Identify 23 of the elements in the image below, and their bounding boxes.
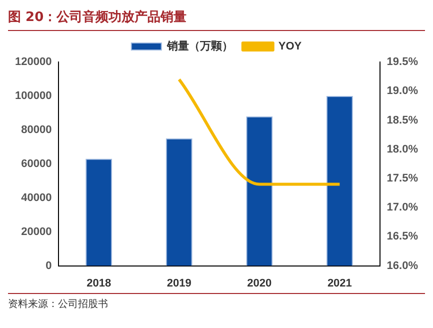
y2-tick-label: 16.5% bbox=[386, 230, 418, 243]
y-tick-label: 40000 bbox=[21, 192, 52, 204]
legend-label: YOY bbox=[278, 40, 302, 53]
y-tick-label: 80000 bbox=[21, 124, 52, 136]
y-tick-label: 20000 bbox=[21, 226, 52, 238]
y-tick-label: 0 bbox=[46, 260, 52, 272]
x-tick-label: 2021 bbox=[327, 277, 352, 290]
y2-tick-label: 16.0% bbox=[386, 260, 418, 272]
y2-tick-label: 18.5% bbox=[386, 114, 418, 126]
y2-tick-label: 19.0% bbox=[386, 85, 418, 98]
y-tick-label: 60000 bbox=[21, 158, 52, 170]
y2-tick-label: 19.5% bbox=[386, 56, 418, 68]
y-tick-label: 120000 bbox=[14, 56, 52, 68]
y-tick-label: 100000 bbox=[14, 90, 52, 102]
chart-title: 图 20：公司音频功放产品销量 bbox=[8, 8, 425, 31]
y2-tick-label: 17.5% bbox=[386, 172, 418, 184]
x-tick-label: 2018 bbox=[86, 277, 112, 290]
y2-tick-label: 18.0% bbox=[386, 143, 418, 156]
y2-tick-label: 17.0% bbox=[386, 202, 418, 214]
text: 资料来源：公司招股书 bbox=[8, 293, 425, 311]
legend-label: 销量（万颗） bbox=[166, 40, 233, 53]
x-tick-label: 2019 bbox=[166, 277, 192, 290]
x-tick-label: 2020 bbox=[247, 277, 272, 290]
